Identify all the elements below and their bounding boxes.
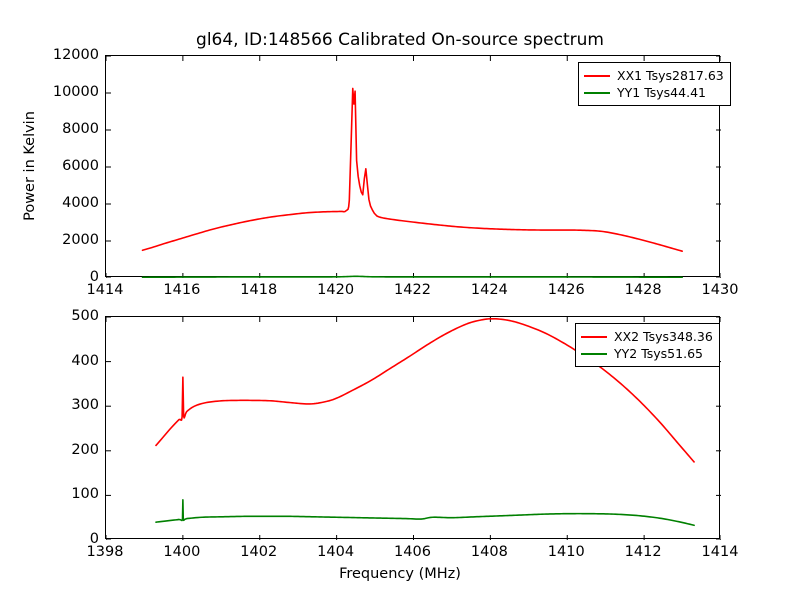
series-line (141, 275, 683, 278)
y-tick-label: 500 (71, 308, 99, 324)
y-tick-label: 10000 (52, 84, 99, 100)
y-tick-label: 6000 (62, 158, 99, 174)
y-tick-label: 0 (89, 269, 99, 285)
legend-label: YY2 Tsys51.65 (614, 346, 703, 361)
page-title: gl64, ID:148566 Calibrated On-source spe… (196, 30, 604, 50)
y-tick-label: 100 (71, 486, 99, 503)
legend-color-swatch (581, 335, 607, 338)
x-tick-label: 1418 (240, 282, 278, 298)
y-tick-label: 200 (71, 441, 99, 458)
legend-entry: XX2 Tsys348.36 (581, 328, 713, 345)
legend-label: XX1 Tsys2817.63 (617, 68, 724, 83)
legend-entry: XX1 Tsys2817.63 (584, 67, 724, 84)
x-tick-label: 1426 (547, 282, 585, 298)
x-tick-label: 1414 (701, 544, 739, 560)
x-tick-label: 1402 (240, 544, 278, 560)
series-line (141, 87, 683, 252)
x-tick-label: 1424 (470, 282, 508, 298)
series-line (155, 317, 695, 463)
y-tick-label: 4000 (62, 195, 99, 211)
x-tick-label: 1408 (470, 544, 508, 560)
series-line (155, 499, 695, 527)
legend-lower: XX2 Tsys348.36 YY2 Tsys51.65 (575, 323, 720, 367)
legend-label: YY1 Tsys44.41 (617, 85, 706, 100)
x-tick-label: 1400 (163, 544, 201, 560)
x-axis-label-bottom: Frequency (MHz) (339, 566, 461, 582)
y-tick-label: 400 (71, 352, 99, 369)
x-tick-label: 1428 (624, 282, 662, 298)
y-tick-label: 0 (89, 531, 99, 547)
y-tick-label: 12000 (52, 47, 99, 63)
x-tick-label: 1422 (394, 282, 431, 298)
legend-upper: XX1 Tsys2817.63 YY1 Tsys44.41 (578, 62, 731, 106)
y-tick-label: 2000 (62, 232, 99, 248)
x-tick-label: 1410 (547, 544, 585, 560)
legend-entry: YY2 Tsys51.65 (581, 345, 713, 362)
legend-label: XX2 Tsys348.36 (614, 329, 713, 344)
lower-spectrum-canvas (106, 317, 721, 540)
x-tick-label: 1430 (701, 282, 739, 298)
x-tick-label: 1416 (163, 282, 201, 298)
legend-color-swatch (584, 91, 610, 94)
x-tick-label: 1398 (86, 544, 124, 560)
y-tick-label: 300 (71, 397, 99, 414)
x-tick-label: 1406 (394, 544, 431, 560)
x-tick-label: 1420 (317, 282, 355, 298)
legend-color-swatch (581, 352, 607, 355)
legend-entry: YY1 Tsys44.41 (584, 84, 724, 101)
x-tick-label: 1404 (317, 544, 355, 560)
upper-spectrum-canvas (106, 56, 721, 278)
x-tick-label: 1412 (624, 544, 662, 560)
y-tick-label: 8000 (62, 121, 99, 137)
x-tick-label: 1414 (86, 282, 124, 298)
legend-color-swatch (584, 74, 610, 77)
